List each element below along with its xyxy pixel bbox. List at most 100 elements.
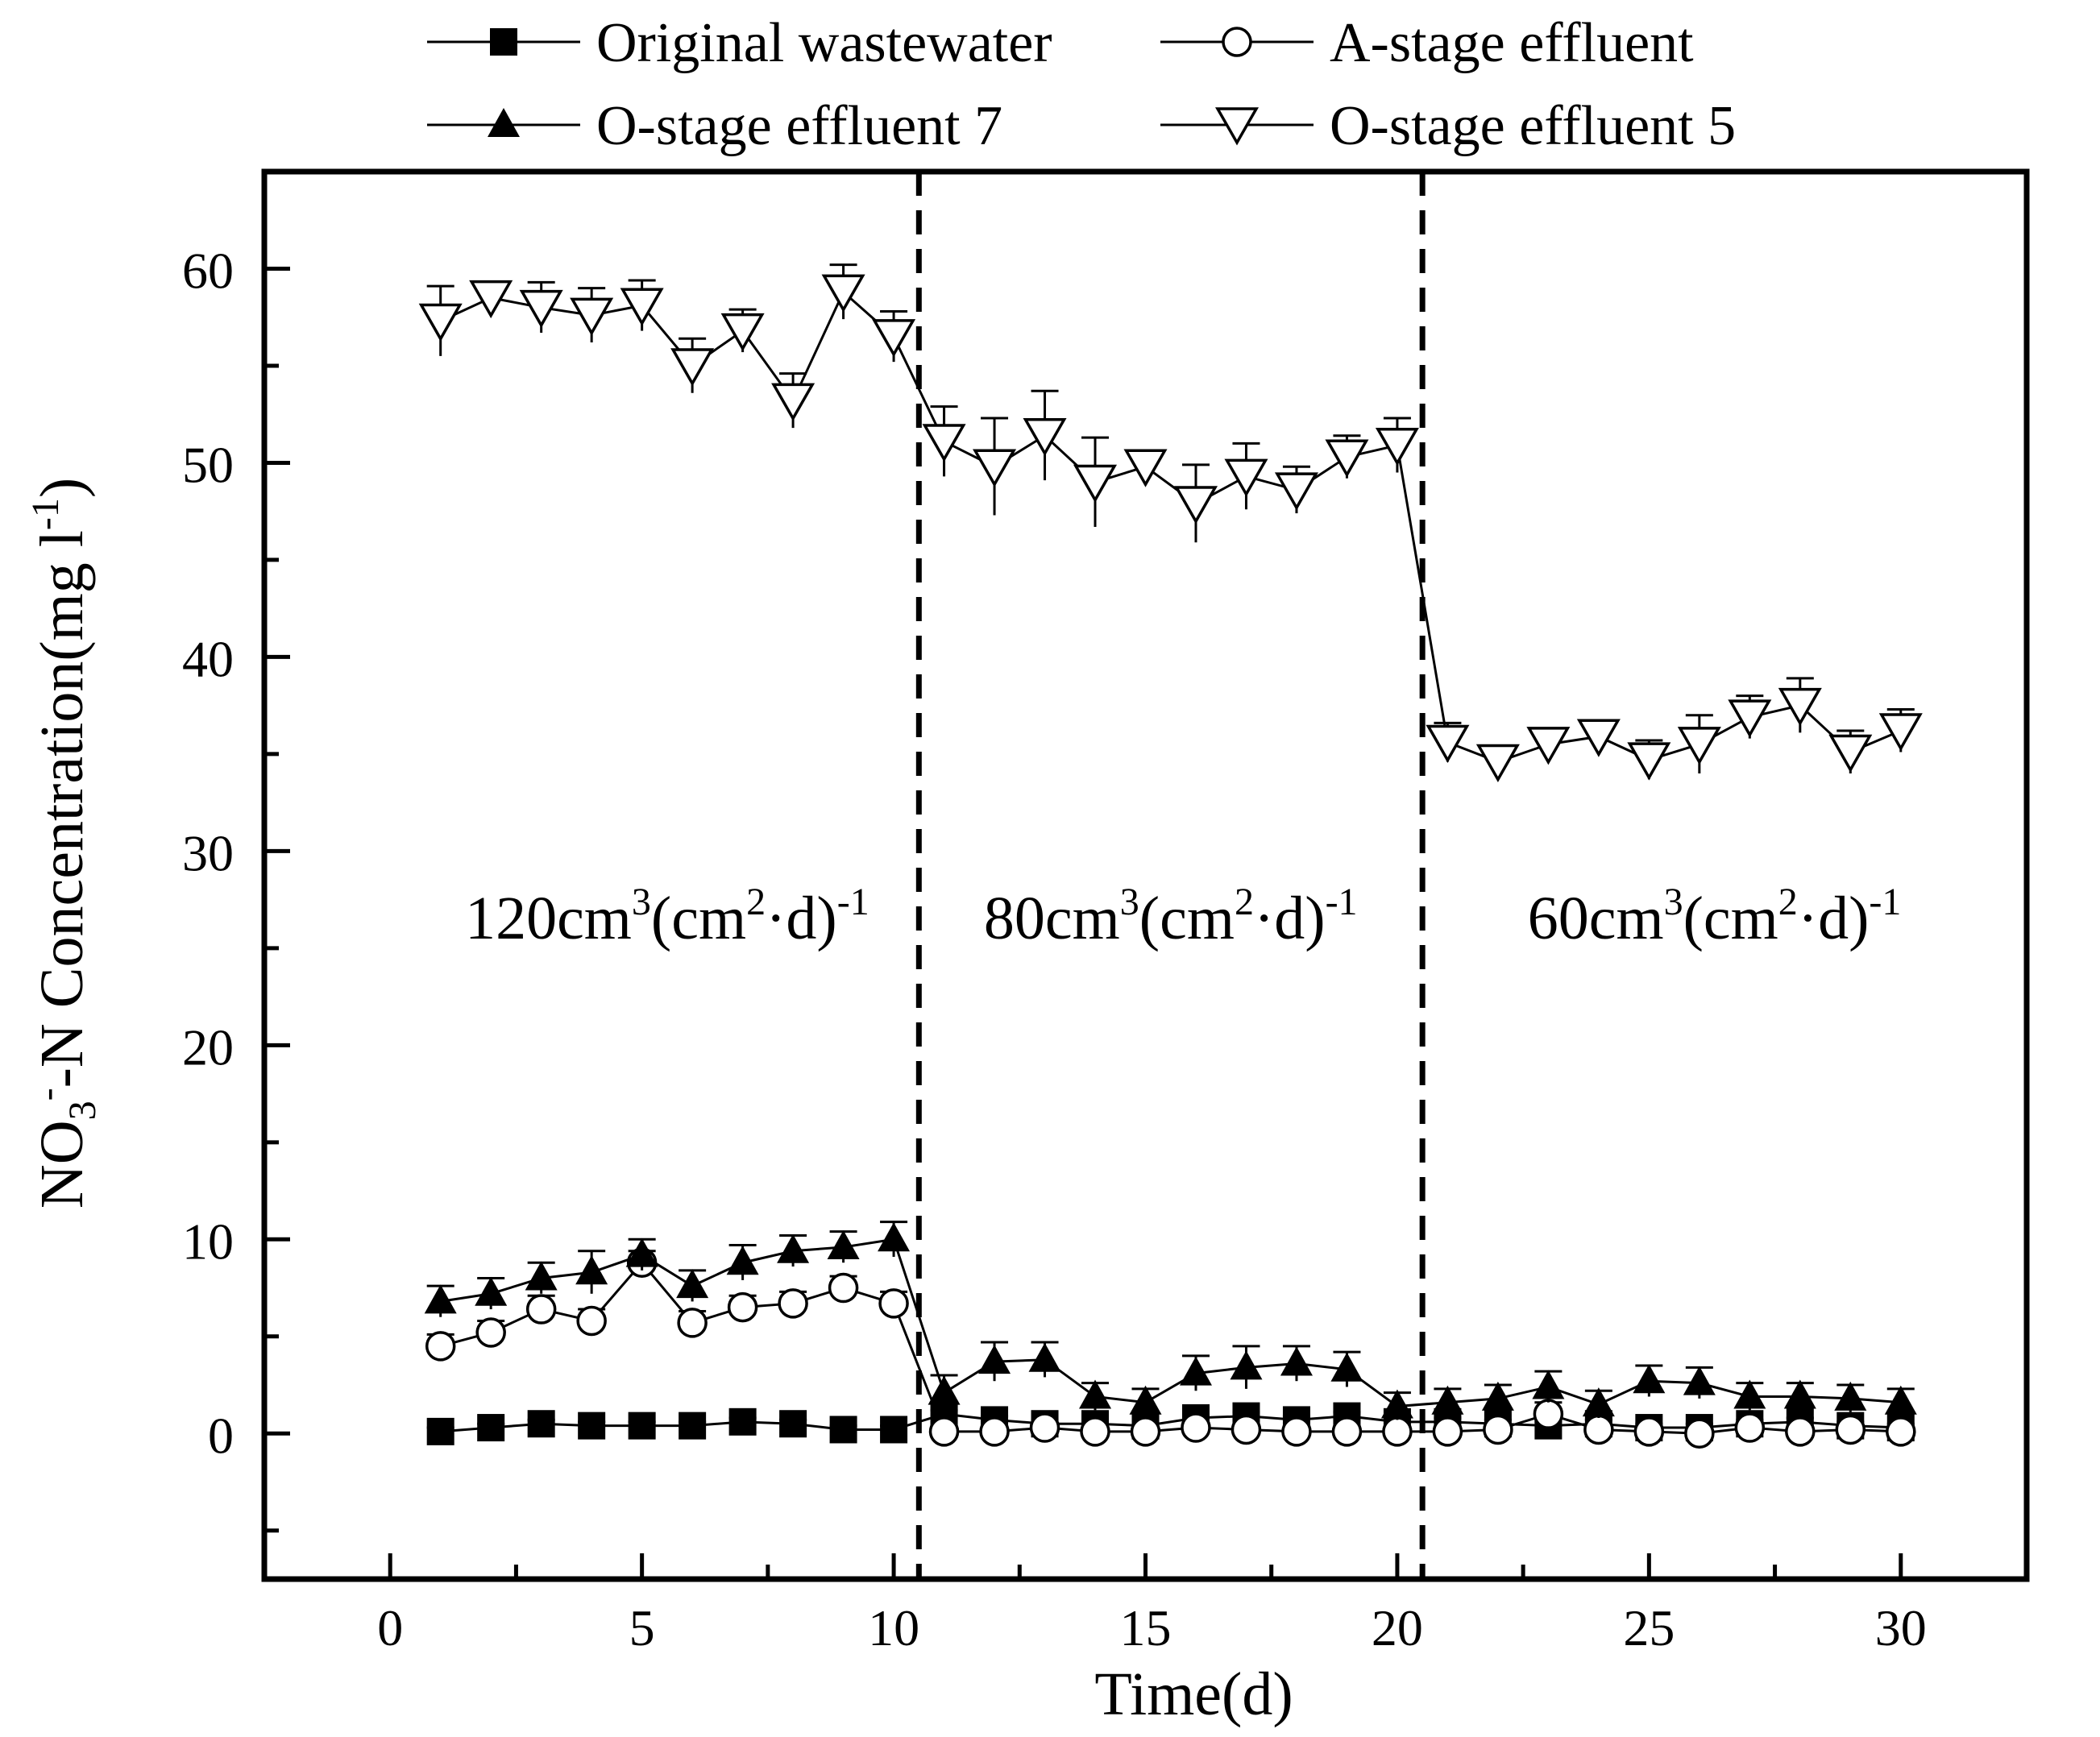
phase-dividers (915, 172, 1426, 1579)
data-point (1129, 1385, 1162, 1415)
data-point (1179, 1356, 1212, 1386)
data-point (1533, 1399, 1564, 1429)
data-point (679, 1412, 707, 1440)
legend-item: O-stage effluent 5 (1160, 95, 1736, 157)
data-point (1280, 1346, 1313, 1376)
data-point (418, 303, 463, 342)
legend-marker (490, 28, 517, 56)
legend-item: O-stage effluent 7 (427, 95, 1002, 157)
data-point (878, 1222, 911, 1252)
x-axis-label: Time(d) (1094, 1660, 1293, 1728)
data-point (1123, 449, 1168, 487)
legend-marker (488, 108, 520, 137)
data-point (778, 1288, 808, 1319)
data-point (777, 1233, 810, 1263)
data-point (1583, 1414, 1614, 1445)
legend-marker (1214, 107, 1260, 146)
data-point (575, 1255, 608, 1285)
data-point (1432, 1416, 1463, 1447)
data-point (1828, 734, 1873, 773)
data-point (828, 1272, 859, 1304)
data-point (424, 1284, 457, 1314)
y-tick-label: 20 (182, 1018, 234, 1076)
data-point (426, 1417, 454, 1445)
y-tick-label: 60 (182, 242, 234, 299)
data-point (771, 383, 816, 421)
data-point (1325, 439, 1369, 478)
x-tick-label: 0 (377, 1599, 403, 1656)
data-point (1878, 713, 1923, 752)
legend-label: O-stage effluent 7 (596, 95, 1002, 157)
legend-item: Original wastewater (427, 12, 1052, 74)
y-axis-label: NO3--N Concentration(mg l-1) (24, 478, 104, 1208)
data-point (1532, 1370, 1565, 1399)
data-point (821, 274, 865, 313)
data-point (1028, 1342, 1061, 1372)
data-point (829, 1416, 857, 1444)
data-point (1884, 1385, 1917, 1415)
plot-area: 0 10 20 30 40 50 60 0 5 10 15 20 25 30 120cm3(cm2·d)… (182, 168, 2030, 1656)
data-point (1331, 1416, 1363, 1447)
x-tick-label: 25 (1623, 1599, 1675, 1656)
data-point (978, 1345, 1011, 1374)
data-point (1834, 1381, 1867, 1411)
series-a-stage-effluent (425, 1247, 1916, 1449)
data-point (1330, 1352, 1363, 1382)
data-point (477, 1414, 505, 1442)
y-tick-label: 50 (182, 436, 234, 493)
data-point (676, 1269, 709, 1299)
data-point (1029, 1412, 1060, 1443)
data-point (1633, 1364, 1666, 1394)
data-point (878, 1288, 909, 1319)
data-point (1173, 486, 1218, 524)
series-o-stage-effluent-7 (424, 1221, 1917, 1420)
data-point (779, 1410, 807, 1438)
data-point (1733, 1379, 1766, 1409)
data-point (1481, 1381, 1514, 1411)
data-point (728, 1407, 757, 1436)
data-point (922, 424, 966, 462)
x-tick-label: 5 (629, 1599, 655, 1656)
data-point (1483, 1414, 1513, 1445)
data-point (1778, 687, 1822, 727)
phase-label: 80cm3(cm2·d)-1 (984, 881, 1358, 952)
data-point (1274, 472, 1318, 511)
data-point (525, 1261, 558, 1291)
data-point (1073, 464, 1118, 504)
legend-item: A-stage effluent (1160, 12, 1694, 74)
data-point (928, 1416, 960, 1447)
data-point (726, 1246, 759, 1275)
data-point (827, 1229, 860, 1259)
data-point (1079, 1379, 1112, 1409)
data-point (670, 348, 715, 387)
phase-label: 120cm3(cm2·d)-1 (465, 881, 869, 952)
data-point (1130, 1416, 1161, 1447)
data-point (475, 1317, 506, 1348)
data-point (1835, 1414, 1866, 1445)
y-tick-label: 30 (182, 824, 234, 881)
data-point (1181, 1412, 1211, 1443)
data-point (1633, 1416, 1665, 1447)
data-point (1231, 1414, 1262, 1445)
data-point (1431, 1385, 1464, 1415)
data-point (570, 297, 614, 336)
y-tick-label: 0 (208, 1407, 234, 1464)
data-point (1375, 428, 1419, 466)
data-point (425, 1331, 456, 1362)
phase-labels: 120cm3(cm2·d)-1 80cm3(cm2·d)-1 60cm3(cm2·d… (465, 881, 1901, 952)
series-line (440, 289, 1902, 764)
data-point (1683, 1366, 1716, 1395)
series-line (440, 1237, 1901, 1408)
data-point (576, 1305, 607, 1337)
legend-label: O-stage effluent 5 (1330, 95, 1736, 157)
x-tick-label: 20 (1372, 1599, 1423, 1656)
data-point (628, 1412, 656, 1440)
data-point (1785, 1416, 1816, 1447)
data-point (475, 1276, 508, 1306)
data-point (872, 319, 916, 358)
data-point (469, 280, 513, 319)
data-point (1783, 1379, 1816, 1409)
data-point (1224, 458, 1268, 497)
legend-label: A-stage effluent (1330, 12, 1694, 74)
